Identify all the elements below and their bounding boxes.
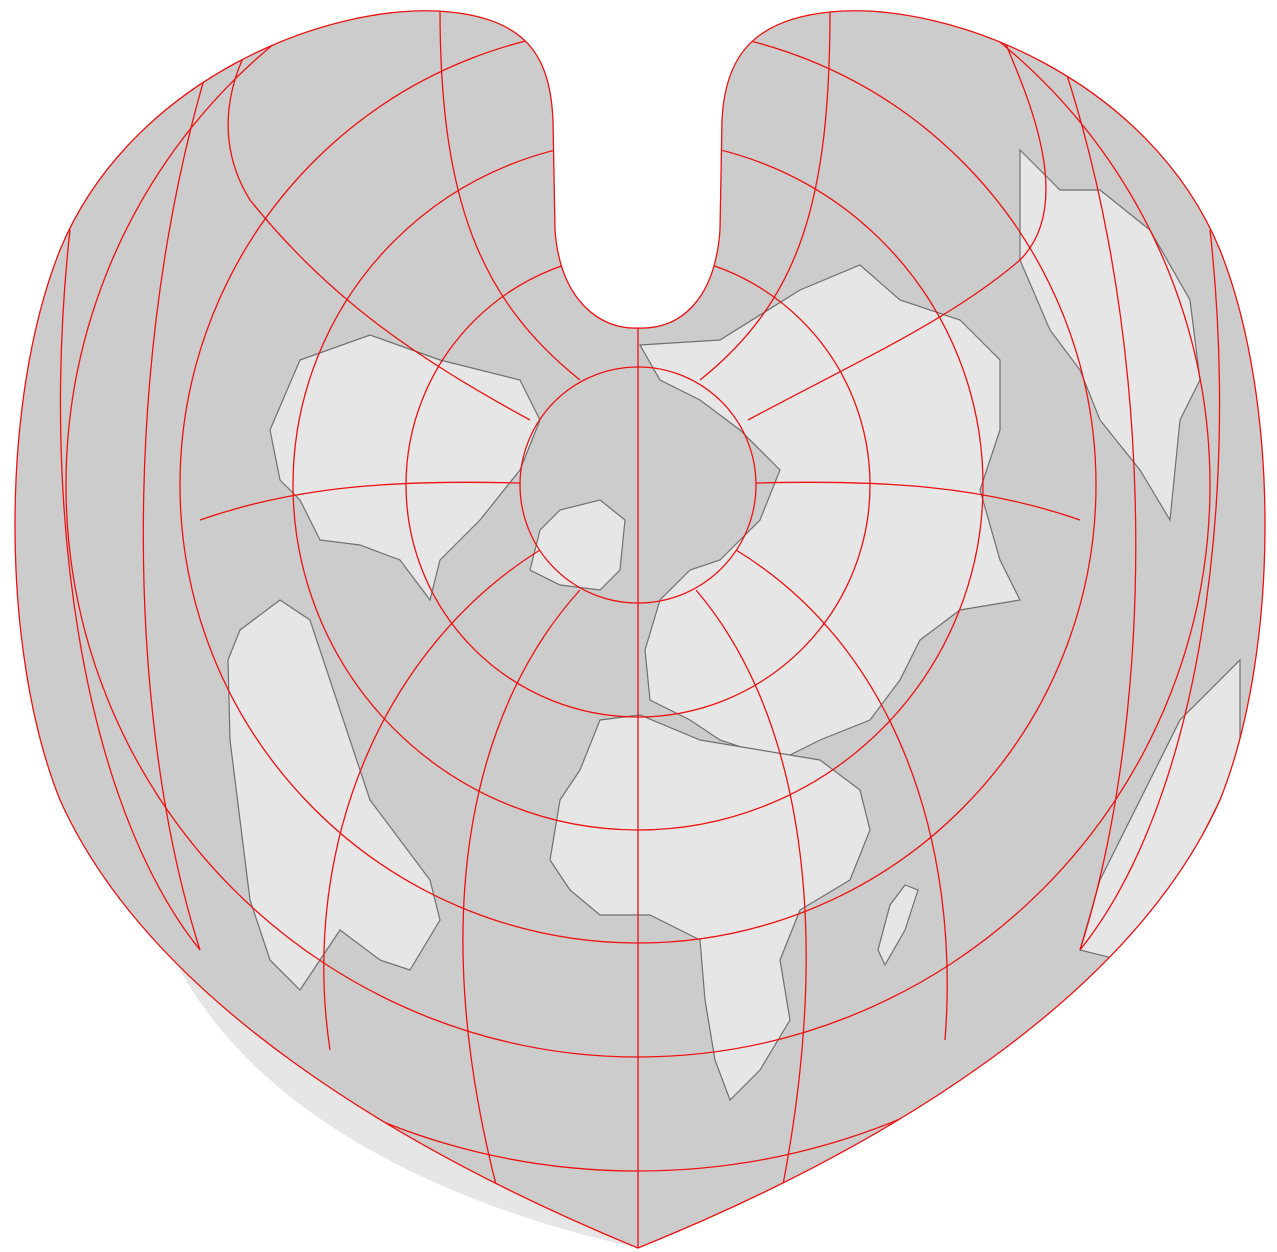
meridian	[227, 29, 531, 421]
eurasia	[639, 264, 1021, 761]
meridian	[199, 481, 521, 521]
meridian	[735, 549, 948, 1041]
meridian	[747, 29, 1047, 421]
meridian	[439, 10, 581, 381]
meridian	[695, 589, 807, 1201]
land-layer	[227, 148, 1241, 1102]
meridian	[142, 10, 231, 951]
meridian	[1039, 10, 1137, 951]
meridian	[59, 229, 201, 951]
parallel	[15, 10, 1265, 1172]
meridian	[1079, 229, 1221, 951]
parallel	[65, 10, 1211, 1058]
globe-outline	[14, 10, 1266, 1249]
north-america	[269, 334, 541, 602]
americas-west	[227, 599, 441, 991]
meridian	[755, 481, 1081, 521]
madagascar	[877, 884, 919, 967]
meridian	[462, 589, 581, 1201]
parallel	[519, 366, 757, 604]
meridian	[323, 549, 541, 1051]
meridian	[699, 10, 831, 381]
east-asia	[1019, 148, 1201, 522]
africa	[549, 714, 871, 1102]
